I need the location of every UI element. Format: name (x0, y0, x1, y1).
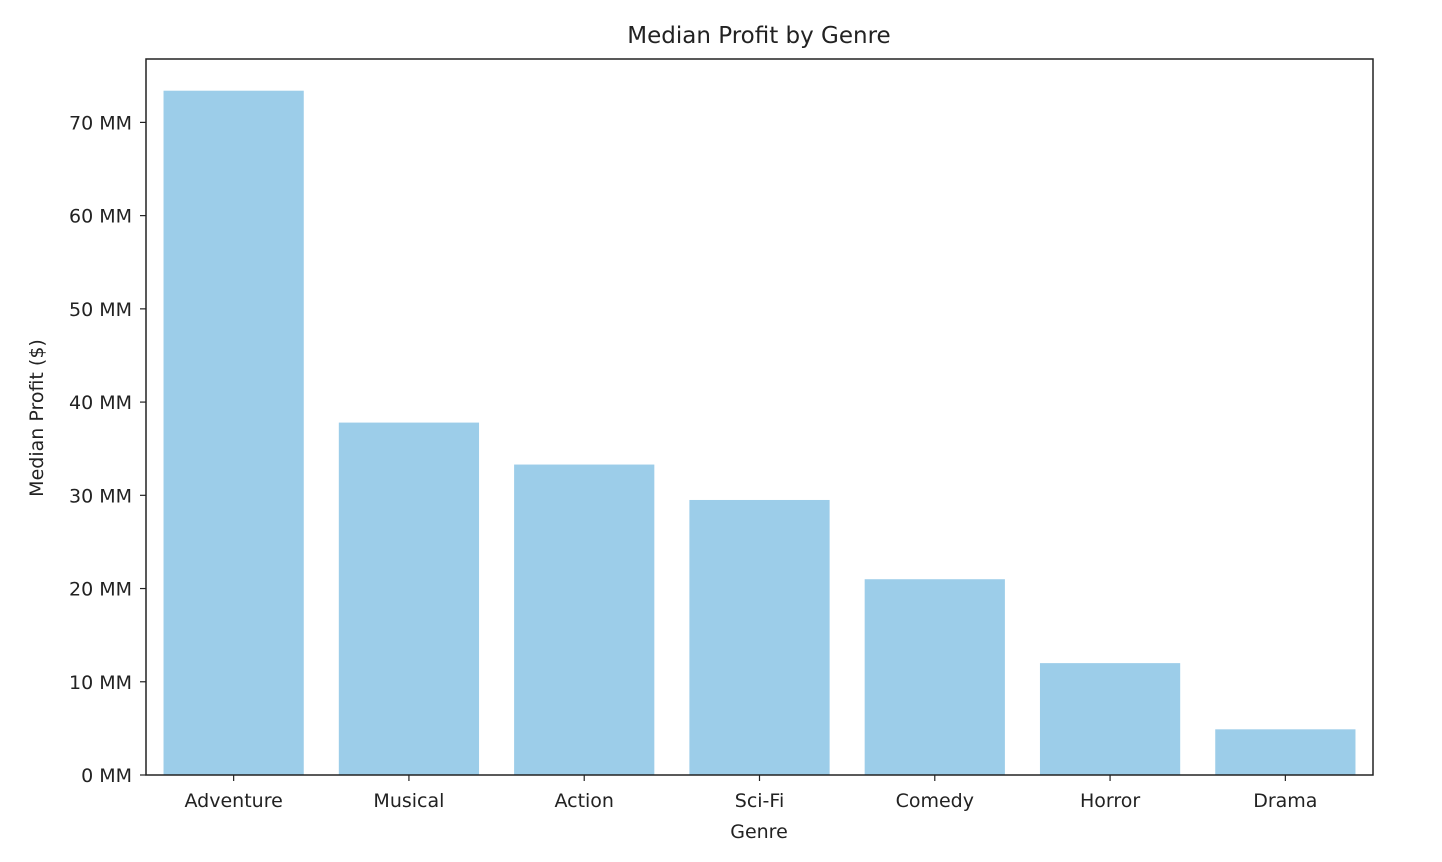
bar-sci-fi (689, 499, 830, 775)
x-tick-label: Comedy (896, 790, 974, 812)
bar-musical (338, 422, 480, 775)
y-axis-ticks: 0 MM 10 MM 20 MM 30 MM 40 MM 50 MM 60 MM 70 MM (69, 112, 146, 787)
x-tick-label: Musical (373, 790, 444, 812)
y-tick-label: 10 MM (69, 672, 132, 694)
y-axis-title: Median Profit ($) (26, 339, 48, 497)
x-tick-label: Action (554, 790, 614, 812)
y-tick-label: 0 MM (81, 765, 132, 787)
x-tick-label: Adventure (185, 790, 283, 812)
bar-adventure (163, 90, 304, 775)
x-tick-label: Sci-Fi (735, 790, 784, 812)
y-tick-label: 40 MM (69, 392, 132, 414)
x-axis-ticks: Adventure Musical Action Sci-Fi Comedy Horror… (185, 775, 1317, 812)
plot-frame (145, 58, 1374, 776)
x-tick-label: Horror (1080, 790, 1140, 812)
y-tick-label: 50 MM (69, 299, 132, 321)
bars-group (163, 90, 1356, 775)
bar-drama (1215, 729, 1356, 775)
bar-action (514, 464, 655, 775)
y-tick-label: 20 MM (69, 579, 132, 601)
y-tick-label: 70 MM (69, 112, 132, 134)
chart-title: Median Profit by Genre (627, 23, 890, 49)
bar-comedy (864, 579, 1005, 775)
y-tick-label: 30 MM (69, 485, 132, 507)
bar-horror (1039, 663, 1181, 775)
x-axis-title: Genre (730, 821, 788, 843)
y-tick-label: 60 MM (69, 206, 132, 228)
x-tick-label: Drama (1253, 790, 1317, 812)
